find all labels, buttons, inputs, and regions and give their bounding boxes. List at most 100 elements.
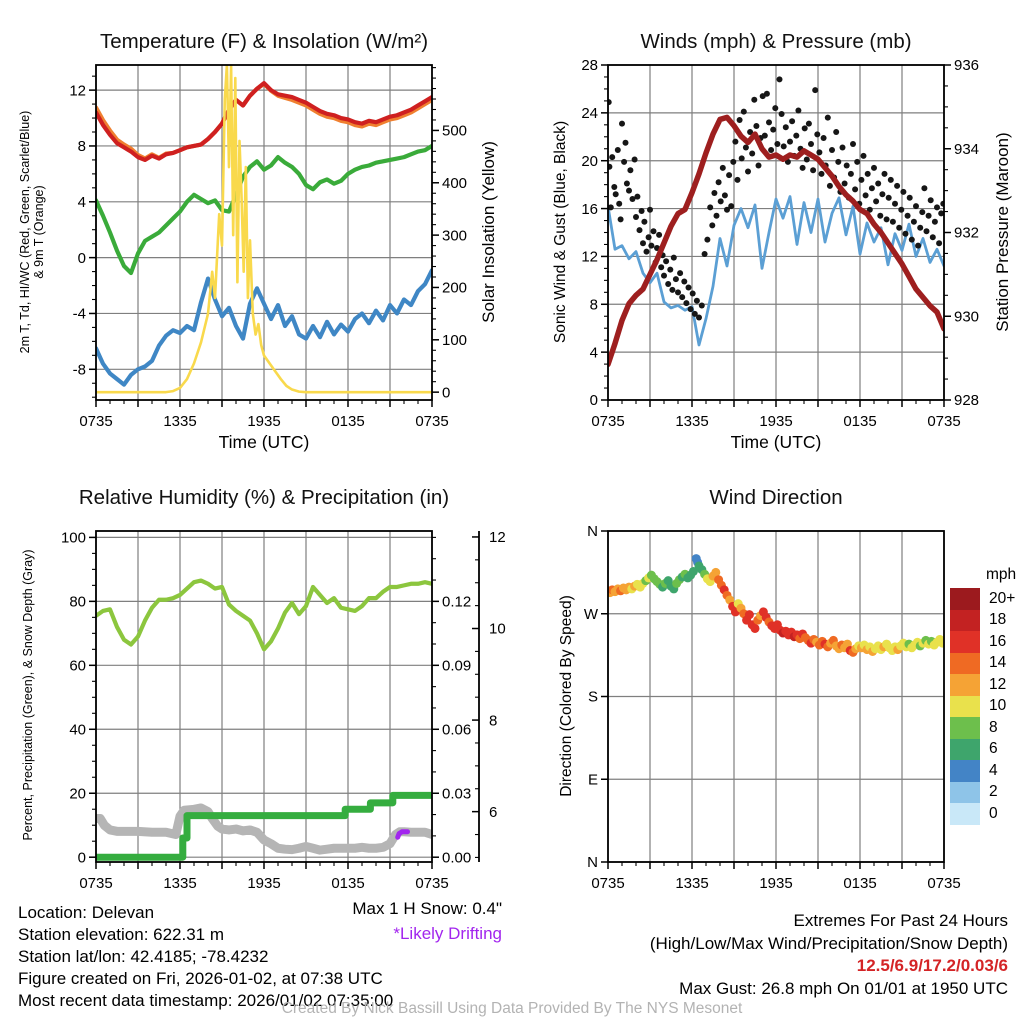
- svg-text:0.12: 0.12: [442, 594, 471, 611]
- svg-text:0735: 0735: [79, 875, 112, 892]
- svg-text:936: 936: [954, 57, 979, 74]
- chart-title-humidity: Relative Humidity (%) & Precipitation (i…: [78, 486, 450, 509]
- svg-text:0.06: 0.06: [442, 721, 471, 738]
- elevation-line: Station elevation: 622.31 m: [18, 925, 225, 944]
- svg-text:400: 400: [442, 175, 467, 192]
- svg-text:8: 8: [489, 712, 497, 729]
- colorbar-swatch: [950, 588, 980, 610]
- colorbar-bin: 14: [950, 652, 1016, 674]
- colorbar-bin-label: 2: [989, 783, 998, 801]
- svg-text:8: 8: [590, 296, 598, 313]
- svg-text:1935: 1935: [247, 413, 280, 430]
- svg-text:8: 8: [78, 138, 86, 155]
- extremes-values: 12.5/6.9/17.2/0.03/6: [856, 956, 1008, 975]
- colorbar-title: mph: [986, 566, 1017, 583]
- svg-text:16: 16: [581, 201, 598, 218]
- panel-temperature-insolation: Temperature (F) & Insolation (W/m²) 2m T…: [0, 0, 512, 470]
- colorbar-bin: 0: [950, 803, 1016, 825]
- colorbar-bin: 20+: [950, 588, 1016, 610]
- svg-text:12: 12: [581, 249, 598, 266]
- svg-text:0735: 0735: [591, 875, 624, 892]
- colorbar-swatch: [950, 803, 980, 825]
- colorbar-bin-label: 16: [989, 632, 1007, 650]
- colorbar-swatch: [950, 760, 980, 782]
- svg-text:0: 0: [590, 392, 598, 409]
- station-info-block: Location: Delevan Station elevation: 622…: [18, 902, 393, 1012]
- colorbar-bin-label: 14: [989, 654, 1007, 672]
- colorbar-swatches: 20+ 18 16 14 12 10 8 6 4 2 0: [950, 588, 1016, 825]
- chart-title-temperature: Temperature (F) & Insolation (W/m²): [99, 30, 429, 53]
- svg-text:6: 6: [489, 804, 497, 821]
- humidity-precip-chart: 0735 1335 1935 0135 0735 0 20 40 60 80 100 0.00 0.03…: [61, 529, 506, 892]
- svg-text:28: 28: [581, 57, 598, 74]
- extremes-subtitle: (High/Low/Max Wind/Precipitation/Snow De…: [649, 933, 1008, 953]
- colorbar-swatch: [950, 609, 980, 631]
- svg-text:930: 930: [954, 308, 979, 325]
- colorbar-swatch: [950, 652, 980, 674]
- svg-text:928: 928: [954, 392, 979, 409]
- svg-text:-8: -8: [73, 361, 86, 378]
- svg-text:0.00: 0.00: [442, 849, 471, 866]
- colorbar-bin: 12: [950, 674, 1016, 696]
- colorbar-bin: 6: [950, 738, 1016, 760]
- wind-direction-chart: 0735 1335 1935 0135 0735 N W S E N: [584, 523, 961, 892]
- svg-text:W: W: [584, 606, 599, 623]
- svg-text:300: 300: [442, 227, 467, 244]
- svg-text:S: S: [588, 689, 598, 706]
- panel-winds-pressure: Winds (mph) & Pressure (mb) Sonic Wind &…: [512, 0, 1024, 470]
- svg-text:12: 12: [69, 82, 86, 99]
- colorbar-bin: 2: [950, 781, 1016, 803]
- colorbar-bin: 18: [950, 609, 1016, 631]
- svg-text:1335: 1335: [163, 413, 196, 430]
- latlon-line: Station lat/lon: 42.4185; -78.4232: [18, 947, 269, 966]
- svg-text:0735: 0735: [415, 875, 448, 892]
- panel-humidity-precip: Relative Humidity (%) & Precipitation (i…: [0, 470, 512, 905]
- svg-text:0735: 0735: [927, 875, 960, 892]
- temperature-xaxis-label: Time (UTC): [218, 432, 310, 452]
- extremes-title: Extremes For Past 24 Hours: [793, 911, 1008, 930]
- colorbar-bin: 8: [950, 717, 1016, 739]
- colorbar-bin-label: 8: [989, 718, 998, 736]
- svg-text:-4: -4: [73, 306, 86, 323]
- svg-text:0735: 0735: [927, 413, 960, 430]
- svg-text:1335: 1335: [163, 875, 196, 892]
- location-line: Location: Delevan: [18, 903, 155, 922]
- svg-text:1935: 1935: [759, 413, 792, 430]
- svg-text:12: 12: [489, 529, 506, 546]
- wind-speed-colorbar: mph 20+ 18 16 14 12 10 8 6 4 2 0: [950, 566, 1016, 825]
- svg-text:200: 200: [442, 280, 467, 297]
- colorbar-swatch: [950, 631, 980, 653]
- colorbar-swatch: [950, 738, 980, 760]
- svg-text:0735: 0735: [415, 413, 448, 430]
- chart-title-wind-direction: Wind Direction: [709, 486, 843, 509]
- svg-text:10: 10: [489, 621, 506, 638]
- colorbar-swatch: [950, 674, 980, 696]
- colorbar-bin-label: 18: [989, 611, 1007, 629]
- wind-xaxis-label: Time (UTC): [730, 432, 822, 452]
- timestamp-line: Most recent data timestamp: 2026/01/02 0…: [18, 991, 394, 1010]
- svg-text:0: 0: [78, 250, 86, 267]
- svg-text:0: 0: [78, 849, 86, 866]
- svg-text:500: 500: [442, 123, 467, 140]
- colorbar-bin: 10: [950, 695, 1016, 717]
- svg-text:40: 40: [69, 721, 86, 738]
- extremes-block: Extremes For Past 24 Hours (High/Low/Max…: [488, 910, 1008, 1000]
- colorbar-bin-label: 0: [989, 804, 998, 822]
- snow-note-block: Max 1 H Snow: 0.4" *Likely Drifting: [290, 896, 502, 946]
- svg-text:934: 934: [954, 141, 979, 158]
- svg-text:0: 0: [442, 384, 450, 401]
- svg-text:0135: 0135: [331, 875, 364, 892]
- colorbar-bin-label: 12: [989, 675, 1007, 693]
- colorbar-bin: 4: [950, 760, 1016, 782]
- svg-text:1935: 1935: [759, 875, 792, 892]
- svg-text:60: 60: [69, 658, 86, 675]
- colorbar-bin-label: 6: [989, 740, 998, 758]
- credit-footer: Created By Nick Bassill Using Data Provi…: [281, 1000, 743, 1017]
- svg-text:0735: 0735: [79, 413, 112, 430]
- colorbar-bin-label: 20+: [989, 589, 1016, 607]
- chart-title-winds: Winds (mph) & Pressure (mb): [640, 30, 912, 53]
- svg-text:0.09: 0.09: [442, 658, 471, 675]
- svg-text:20: 20: [69, 785, 86, 802]
- max-snow-line: Max 1 H Snow: 0.4": [352, 899, 502, 918]
